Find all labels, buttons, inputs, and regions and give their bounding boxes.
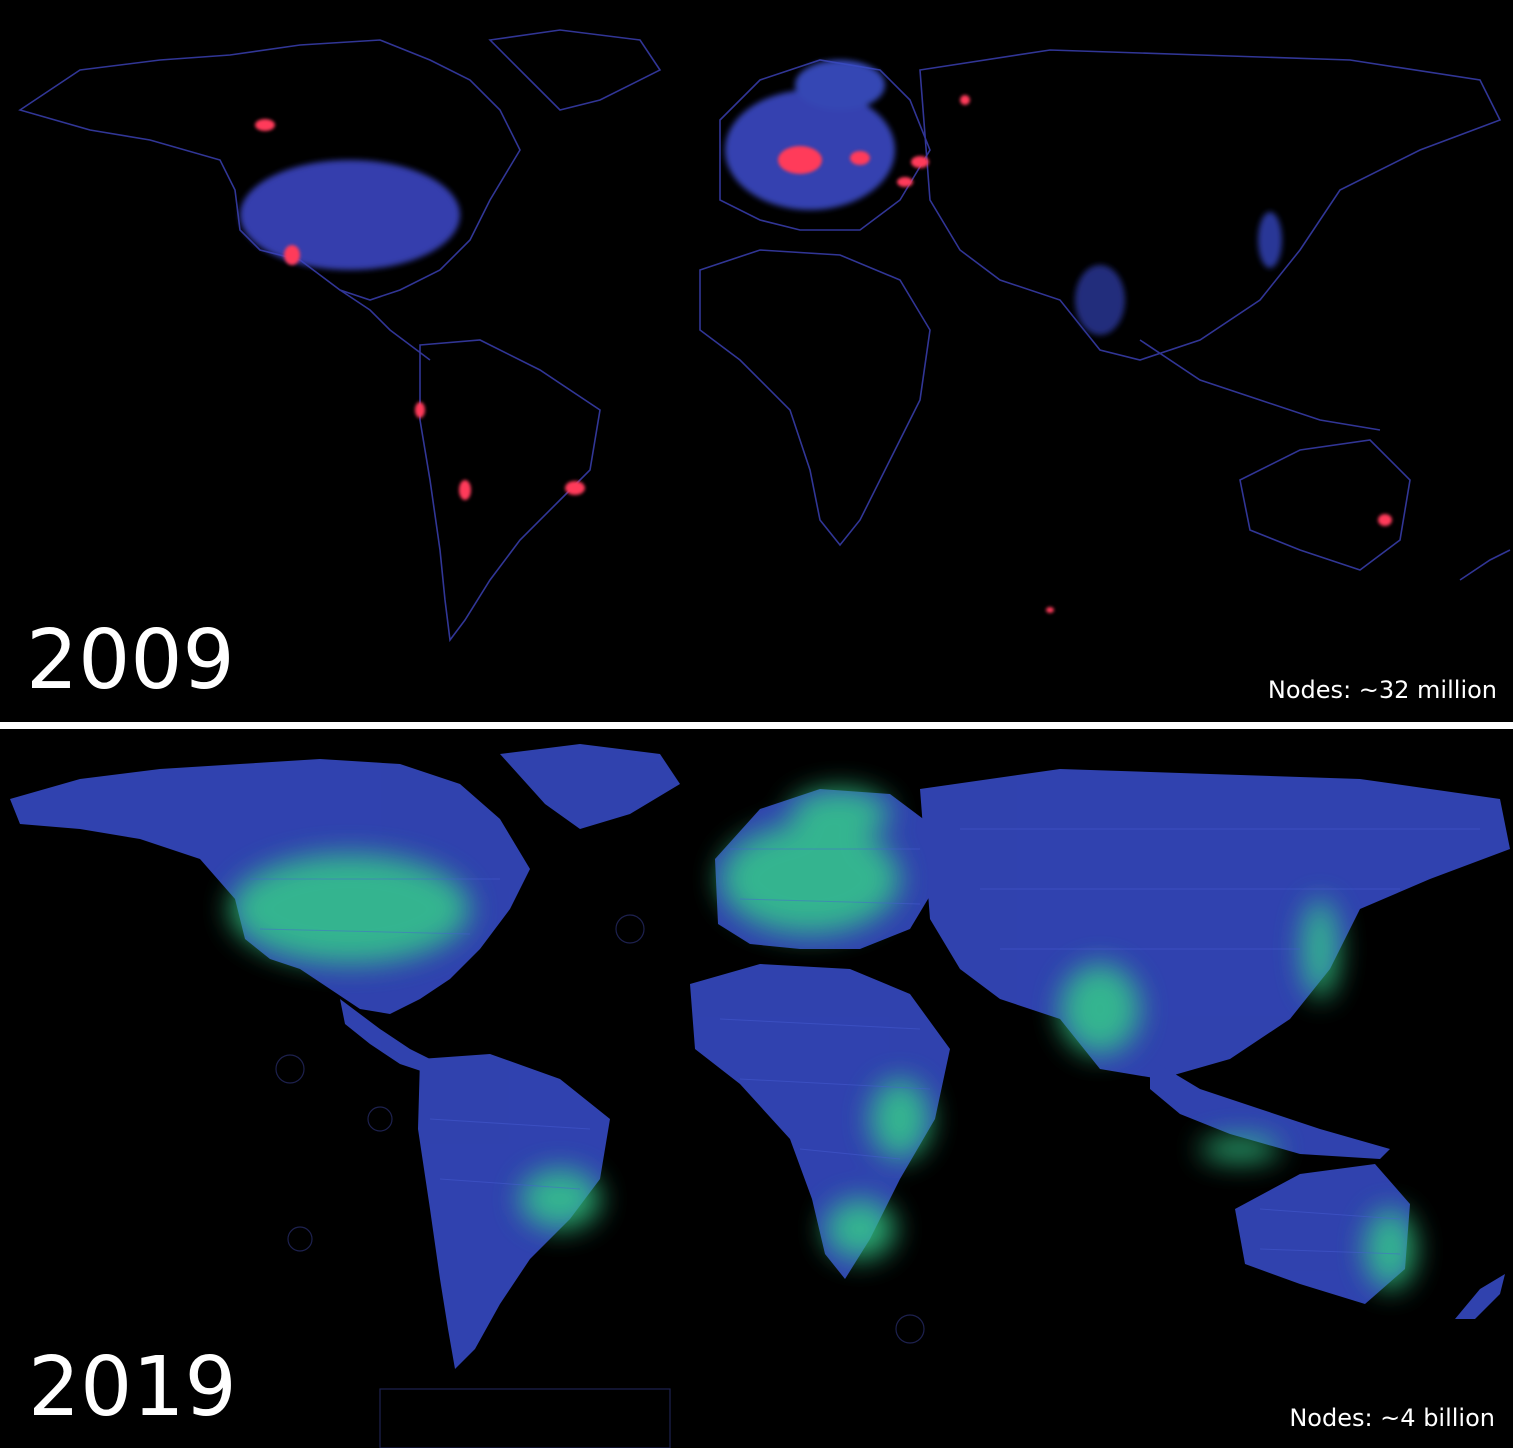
africa-fill: [690, 964, 950, 1279]
central-america-outline: [339, 289, 431, 361]
island-ring-5: [367, 1106, 393, 1132]
central-america-fill: [340, 999, 440, 1074]
nodes-count-2009: Nodes: ~32 million: [1267, 676, 1497, 704]
hotspot-ukraine: [897, 177, 913, 187]
texture-2019: [250, 828, 1480, 1255]
hotspot-australia: [1378, 514, 1392, 526]
texture-lines-b: [429, 1018, 1401, 1255]
island-ring-1: [275, 1054, 305, 1084]
australia-outline: [1239, 439, 1411, 571]
usa-glow: [240, 160, 460, 270]
hotspot-california: [284, 245, 300, 265]
island-ring-3: [287, 1226, 313, 1252]
south-america-outline: [419, 339, 601, 643]
density-glow-2019: [230, 789, 1415, 1289]
australia-east-glow: [1365, 1209, 1415, 1289]
hotspot-poland: [850, 151, 870, 165]
japan-glow: [1258, 212, 1282, 268]
southern-africa-glow: [825, 1199, 895, 1259]
greenland-outline: [488, 29, 662, 111]
hotspot-moscow: [911, 156, 929, 168]
hotspot-atlantic: [1046, 607, 1054, 613]
hotspot-peru: [415, 402, 425, 418]
island-ring-4: [895, 1314, 925, 1344]
greenland-fill: [500, 744, 680, 829]
southeast-asia-outline: [1139, 339, 1381, 431]
hotspots-2009: [255, 95, 1392, 613]
continents-2009: [18, 29, 1511, 643]
hotspot-russia: [960, 95, 970, 105]
india-glow: [1075, 265, 1125, 335]
panel-divider: [0, 722, 1513, 729]
nodes-count-2019: Nodes: ~4 billion: [1289, 1404, 1495, 1432]
india-glow-2019: [1060, 964, 1140, 1054]
europe-glow-2019: [720, 824, 900, 934]
east-africa-glow: [870, 1079, 930, 1159]
brazil-glow: [520, 1169, 600, 1229]
north-america-outline: [18, 39, 521, 301]
map-panel-2009: 2009 Nodes: ~32 million: [0, 0, 1513, 722]
australia-fill: [1235, 1164, 1410, 1304]
scandinavia-glow: [795, 60, 885, 110]
antarctic-grid: [379, 1388, 671, 1448]
hotspot-andes: [459, 480, 471, 500]
asia-fill: [920, 769, 1510, 1079]
hotspot-brazil: [565, 481, 585, 495]
europe-outline: [719, 59, 931, 231]
outlines-2019: [275, 914, 925, 1448]
new-zealand-fill: [1455, 1274, 1505, 1319]
texture-lines-a: [250, 828, 1480, 950]
asia-outline: [919, 49, 1502, 361]
new-zealand-outline: [1459, 549, 1511, 581]
africa-outline: [699, 249, 931, 547]
scandinavia-glow-2019: [790, 789, 890, 839]
hotspot-alberta: [255, 119, 275, 131]
japan-glow-2019: [1302, 899, 1338, 999]
world-map-2009: [18, 29, 1511, 643]
map-panel-2019: 2019 Nodes: ~4 billion: [0, 729, 1513, 1448]
world-map-2019: [10, 744, 1510, 1448]
year-label-2019: 2019: [28, 1340, 237, 1435]
year-label-2009: 2009: [26, 613, 235, 708]
usa-east-glow: [230, 854, 470, 964]
java-glow: [1200, 1137, 1280, 1161]
south-america-fill: [418, 1054, 610, 1369]
southeast-asia-fill: [1150, 1059, 1390, 1159]
island-ring-2: [615, 914, 645, 944]
hotspot-germany: [778, 146, 822, 174]
density-glow-2009: [240, 60, 1282, 335]
